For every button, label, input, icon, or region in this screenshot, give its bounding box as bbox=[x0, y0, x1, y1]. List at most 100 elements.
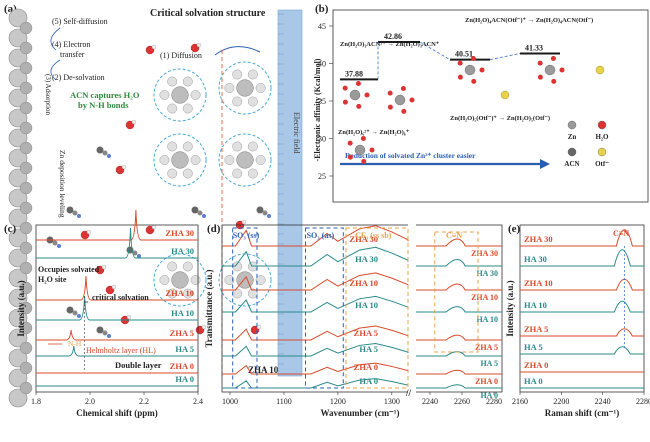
solvation-cluster-ligand bbox=[182, 103, 193, 114]
d-series-line bbox=[222, 378, 409, 389]
water-h bbox=[256, 324, 262, 330]
step-adsorption: (3) Adsorption bbox=[44, 74, 52, 116]
d-x-tick-label: 1100 bbox=[276, 397, 292, 406]
e-series-label: ZHA 5 bbox=[524, 324, 548, 334]
panel-e-frame bbox=[519, 224, 645, 393]
c-critical-label: critical solvation bbox=[92, 293, 149, 302]
cluster-o-atom bbox=[479, 67, 485, 73]
zn-electrode-atom bbox=[19, 321, 33, 335]
c-series-label: HA 5 bbox=[175, 344, 194, 354]
cluster-zn-atom bbox=[464, 64, 476, 76]
zn-electrode-atom bbox=[8, 248, 28, 268]
solvation-cluster-ligand bbox=[247, 168, 258, 179]
solvation-cluster-ligand bbox=[224, 83, 235, 93]
acn-note-line2: by N-H bonds bbox=[78, 100, 129, 110]
cluster-o-atom bbox=[537, 74, 543, 80]
panel-d-label: (d) bbox=[207, 223, 221, 235]
energy-value: 41.33 bbox=[525, 44, 543, 53]
acn-molecule bbox=[66, 206, 74, 214]
solvation-cluster-ligand bbox=[224, 155, 235, 165]
d-x-tick-label: 2240 bbox=[422, 397, 438, 406]
d-series-line bbox=[222, 295, 409, 313]
solvation-cluster-zn bbox=[236, 79, 254, 97]
legend-marker bbox=[567, 147, 577, 157]
cluster-zn-atom bbox=[354, 144, 366, 156]
d-series-line bbox=[222, 325, 409, 341]
zn-electrode-atom bbox=[19, 121, 33, 135]
acn-atom bbox=[132, 250, 138, 256]
panel-b-label: (b) bbox=[315, 3, 329, 15]
solvation-cluster-ligand bbox=[255, 275, 266, 285]
e-series-line bbox=[520, 249, 644, 267]
e-series-line bbox=[520, 300, 644, 313]
b-y-tick-label: 40 bbox=[318, 60, 326, 69]
zn-electrode-atom bbox=[19, 241, 33, 255]
solvation-cluster-ligand bbox=[190, 90, 201, 100]
solvation-cluster-ligand bbox=[182, 76, 193, 87]
solvation-cluster-ligand bbox=[167, 103, 178, 114]
cn-label-e: C≡N bbox=[613, 229, 629, 238]
d-series-label: HA 5 bbox=[359, 344, 378, 354]
legend-label: Otf⁻ bbox=[595, 160, 609, 168]
d-series-line bbox=[222, 272, 409, 291]
axis-break-gap bbox=[408, 224, 416, 393]
solvation-cluster-ligand bbox=[255, 155, 266, 165]
e-series-line bbox=[520, 328, 644, 337]
e-x-tick-label: 2160 bbox=[512, 397, 528, 406]
water-h bbox=[201, 324, 207, 330]
cluster-o-atom bbox=[551, 78, 557, 84]
cluster-o-atom bbox=[401, 108, 407, 114]
cluster-o-atom bbox=[360, 135, 366, 141]
acn-molecule bbox=[191, 206, 199, 214]
otf-s-atom bbox=[500, 90, 510, 100]
acn-molecule bbox=[96, 326, 104, 334]
e-series-label: HA 30 bbox=[524, 254, 547, 264]
acn-atom bbox=[72, 210, 78, 216]
zn-electrode-atom bbox=[19, 201, 33, 215]
zn-electrode-atom bbox=[8, 108, 28, 128]
solvation-cluster-ligand bbox=[167, 288, 178, 299]
zn-electrode-atom bbox=[8, 348, 28, 368]
d-series-label: HA 0 bbox=[480, 391, 498, 400]
cf3-label: CF₃ (ss sb) bbox=[355, 231, 392, 240]
reaction-label: Zn(H₂O)₃ACN²⁺ → Zn(H₂O)₃ACN⁺ bbox=[340, 41, 440, 48]
d-series-label: ZHA 5 bbox=[475, 343, 498, 352]
solvation-cluster-ligand bbox=[167, 168, 178, 179]
so3-as-box bbox=[305, 227, 344, 389]
zn-electrode-atom bbox=[19, 161, 33, 175]
water-h bbox=[121, 164, 127, 170]
cluster-o-atom bbox=[347, 140, 353, 146]
acn-atom bbox=[72, 310, 78, 316]
solvation-cluster-ligand bbox=[167, 141, 178, 152]
d-x-tick-label: 1000 bbox=[222, 397, 238, 406]
zn-electrode-atom bbox=[8, 188, 28, 208]
zn-electrode-atom bbox=[19, 61, 33, 75]
cluster-o-atom bbox=[361, 158, 367, 164]
c-series-line bbox=[36, 329, 198, 341]
d-series-label: ZHA 0 bbox=[475, 377, 498, 386]
solvation-cluster-ligand bbox=[232, 168, 243, 179]
cf3-box bbox=[345, 227, 409, 389]
solvation-cluster-ligand bbox=[232, 69, 243, 80]
solvation-cluster-ligand bbox=[255, 83, 266, 93]
zn-electrode-atom bbox=[8, 168, 28, 188]
d-series-label: HA 30 bbox=[355, 254, 378, 264]
water-h bbox=[131, 119, 137, 125]
zn-electrode-atom bbox=[8, 68, 28, 88]
c-series-line bbox=[36, 209, 198, 241]
electric-field-bar bbox=[277, 9, 303, 377]
e-series-line bbox=[520, 229, 644, 247]
legend-label: Zn bbox=[568, 133, 577, 141]
cluster-o-atom bbox=[471, 78, 477, 84]
d-series-label: ZHA 30 bbox=[471, 249, 498, 258]
cluster-o-atom bbox=[342, 99, 348, 105]
zha10-label: ZHA 10 bbox=[248, 365, 279, 375]
legend-marker bbox=[567, 120, 577, 130]
acn-molecule bbox=[256, 206, 264, 214]
solvation-cluster-ligand bbox=[247, 96, 258, 107]
solvation-cluster-ligand bbox=[190, 155, 201, 165]
cn-box bbox=[434, 231, 479, 353]
cluster-o-atom bbox=[400, 85, 406, 91]
e-series-label: HA 10 bbox=[524, 300, 547, 310]
